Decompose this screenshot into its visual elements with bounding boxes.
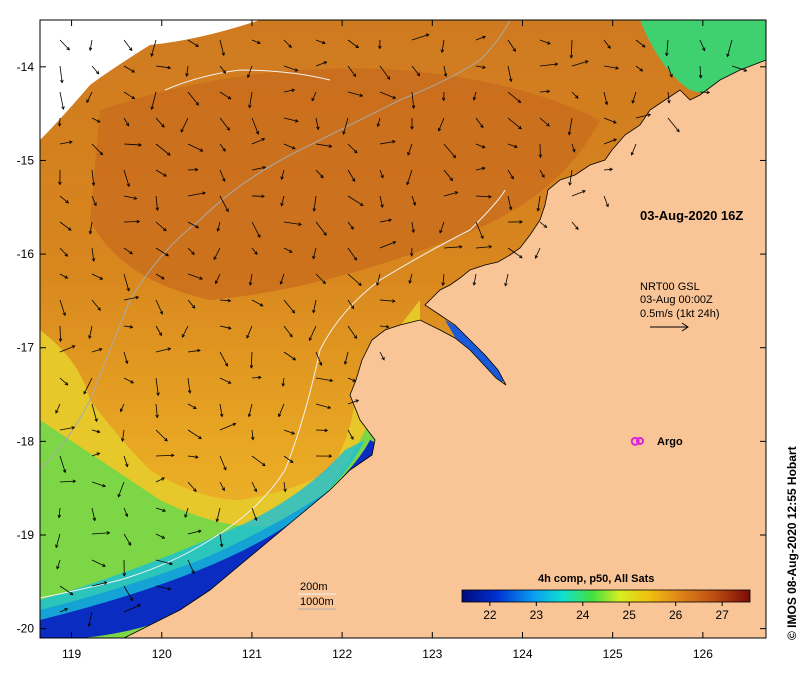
isobath-legend-200m: 200m <box>300 581 328 593</box>
lon-tick-label: 119 <box>62 647 81 661</box>
credit-label: © IMOS 08-Aug-2020 12:55 Hobart <box>785 446 799 640</box>
lat-tick-label: -19 <box>17 528 35 542</box>
lat-tick-label: -15 <box>17 153 35 167</box>
lat-tick-label: -20 <box>17 622 35 636</box>
timestamp-label: 03-Aug-2020 16Z <box>640 208 743 223</box>
argo-label: Argo <box>657 436 683 448</box>
colorbar-tick-label: 24 <box>576 608 590 622</box>
lon-tick-label: 122 <box>332 647 352 661</box>
current-vector <box>60 326 61 341</box>
colorbar-tick-label: 27 <box>715 608 729 622</box>
lat-tick-label: -16 <box>17 247 35 261</box>
lon-tick-label: 126 <box>693 647 713 661</box>
current-time-label: 03-Aug 00:00Z <box>640 294 713 306</box>
lon-tick-label: 124 <box>512 647 532 661</box>
current-source-label: NRT00 GSL <box>640 281 700 293</box>
colorbar-tick-label: 22 <box>483 608 497 622</box>
colorbar-tick-label: 25 <box>623 608 637 622</box>
current-scale-label: 0.5m/s (1kt 24h) <box>640 308 719 320</box>
lat-tick-label: -14 <box>17 60 35 74</box>
lon-tick-label: 123 <box>422 647 442 661</box>
current-vector <box>124 221 139 222</box>
map-plot-area <box>40 20 766 640</box>
lat-tick-label: -17 <box>17 341 35 355</box>
colorbar-tick-label: 23 <box>530 608 544 622</box>
lon-tick-label: 120 <box>152 647 172 661</box>
colorbar-tick-label: 26 <box>669 608 683 622</box>
lat-tick-label: -18 <box>17 434 35 448</box>
colorbar-gradient <box>462 590 750 602</box>
lon-tick-label: 121 <box>242 647 262 661</box>
colorbar-title: 4h comp, p50, All Sats <box>538 573 654 585</box>
lon-tick-label: 125 <box>603 647 623 661</box>
isobath-legend-1000m: 1000m <box>300 596 334 608</box>
